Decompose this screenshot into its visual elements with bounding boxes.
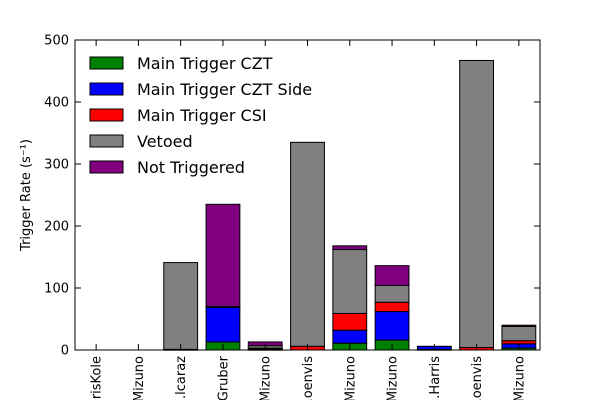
bar-segment-2-7 <box>332 329 368 344</box>
x-tick-label-9: ...Harris <box>428 356 443 400</box>
x-tick-label-10: ...oenvis <box>470 356 485 400</box>
legend-swatch-3 <box>89 108 124 122</box>
x-tick-label-2: ...Mizuno <box>132 356 147 400</box>
bar-segment-2-8 <box>374 311 410 341</box>
bar-segment-3-7 <box>332 312 368 331</box>
x-tick-label-6: ...oenvis <box>301 356 316 400</box>
bar-segment-5-7 <box>332 245 368 251</box>
x-tick-label-7: ...Mizuno <box>343 356 358 400</box>
legend-label-4: Vetoed <box>137 132 193 151</box>
legend-label-1: Main Trigger CZT <box>137 54 273 73</box>
bar-segment-4-8 <box>374 285 410 303</box>
x-tick-label-11: ...Mizuno <box>512 356 527 400</box>
legend-label-2: Main Trigger CZT Side <box>137 80 312 99</box>
bar-segment-4-10 <box>459 59 495 349</box>
bar-segment-4-6 <box>290 141 325 347</box>
bar-segment-4-7 <box>332 249 368 314</box>
y-tick-label-3: 300 <box>44 158 69 173</box>
y-axis: 0 100 200 300 400 500 <box>44 34 540 359</box>
legend: Main Trigger CZT Main Trigger CZT Side Mai… <box>89 54 312 177</box>
bar-segment-5-4 <box>205 203 241 308</box>
legend-swatch-1 <box>89 56 124 70</box>
y-tick-label-1: 100 <box>44 282 69 297</box>
x-tick-label-5: ...Mizuno <box>259 356 274 400</box>
x-tick-label-3: ...lcaraz <box>174 356 189 400</box>
x-axis: ...risKole ...Mizuno ...lcaraz ...Gruber...… <box>90 40 527 400</box>
bar-segment-5-8 <box>374 265 410 287</box>
y-tick-label-5: 500 <box>44 34 69 49</box>
legend-swatch-4 <box>89 134 124 148</box>
y-tick-label-2: 200 <box>44 220 69 235</box>
bar-segment-5-11 <box>501 324 537 327</box>
bar-segment-4-11 <box>501 325 537 342</box>
legend-swatch-5 <box>89 160 124 174</box>
bars-layer <box>163 59 537 351</box>
y-tick-label-0: 0 <box>61 344 69 359</box>
bar-segment-3-8 <box>374 301 410 313</box>
legend-label-5: Not Triggered <box>137 158 245 177</box>
legend-label-3: Main Trigger CSI <box>137 106 267 125</box>
bar-segment-4-3 <box>163 262 199 350</box>
bar-segment-2-4 <box>205 306 241 343</box>
y-axis-label: Trigger Rate (s⁻¹) <box>19 139 34 252</box>
x-tick-label-4: ...Gruber <box>216 355 231 400</box>
legend-swatch-2 <box>89 82 124 96</box>
x-tick-label-8: ...Mizuno <box>386 356 401 400</box>
y-tick-label-4: 400 <box>44 96 69 111</box>
x-tick-label-1: ...risKole <box>90 356 105 400</box>
